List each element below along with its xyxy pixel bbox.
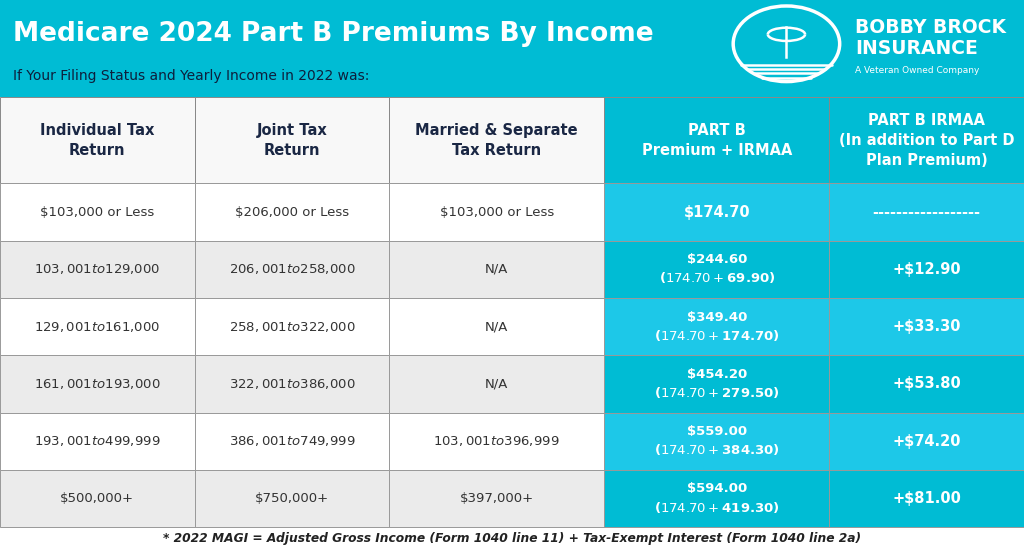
- FancyBboxPatch shape: [829, 355, 1024, 413]
- FancyBboxPatch shape: [0, 298, 195, 355]
- Text: +$12.90: +$12.90: [892, 262, 962, 277]
- FancyBboxPatch shape: [389, 241, 604, 298]
- FancyBboxPatch shape: [829, 470, 1024, 527]
- FancyBboxPatch shape: [0, 413, 195, 470]
- Text: $161,001 to $193,000: $161,001 to $193,000: [34, 377, 161, 391]
- FancyBboxPatch shape: [0, 470, 195, 527]
- FancyBboxPatch shape: [389, 298, 604, 355]
- Text: N/A: N/A: [485, 263, 508, 276]
- Text: $244.60
($174.70 + $69.90): $244.60 ($174.70 + $69.90): [658, 254, 775, 285]
- FancyBboxPatch shape: [0, 97, 195, 183]
- FancyBboxPatch shape: [829, 298, 1024, 355]
- Text: $206,000 or Less: $206,000 or Less: [234, 206, 349, 219]
- FancyBboxPatch shape: [829, 183, 1024, 241]
- FancyBboxPatch shape: [0, 241, 195, 298]
- Text: $103,000 or Less: $103,000 or Less: [40, 206, 155, 219]
- Text: $103,000 or Less: $103,000 or Less: [439, 206, 554, 219]
- Text: +$81.00: +$81.00: [892, 491, 962, 506]
- Text: +$74.20: +$74.20: [893, 434, 961, 449]
- FancyBboxPatch shape: [829, 241, 1024, 298]
- Text: Joint Tax
Return: Joint Tax Return: [256, 123, 328, 158]
- Text: $386,001 to $749,999: $386,001 to $749,999: [228, 434, 355, 448]
- FancyBboxPatch shape: [604, 470, 829, 527]
- FancyBboxPatch shape: [829, 413, 1024, 470]
- Text: N/A: N/A: [485, 320, 508, 333]
- Text: Individual Tax
Return: Individual Tax Return: [40, 123, 155, 158]
- FancyBboxPatch shape: [195, 355, 389, 413]
- Text: $454.20
($174.70 + $279.50): $454.20 ($174.70 + $279.50): [654, 368, 779, 400]
- FancyBboxPatch shape: [195, 183, 389, 241]
- Text: $559.00
($174.70 + $384.30): $559.00 ($174.70 + $384.30): [654, 425, 779, 457]
- Text: Married & Separate
Tax Return: Married & Separate Tax Return: [416, 123, 578, 158]
- FancyBboxPatch shape: [604, 413, 829, 470]
- FancyBboxPatch shape: [195, 298, 389, 355]
- Text: $750,000+: $750,000+: [255, 492, 329, 505]
- Text: N/A: N/A: [485, 378, 508, 390]
- Text: $174.70: $174.70: [683, 205, 751, 220]
- Text: $594.00
($174.70 + $419.30): $594.00 ($174.70 + $419.30): [654, 483, 779, 514]
- Text: $103,001 to $129,000: $103,001 to $129,000: [34, 262, 161, 276]
- FancyBboxPatch shape: [604, 298, 829, 355]
- FancyBboxPatch shape: [195, 97, 389, 183]
- Text: If Your Filing Status and Yearly Income in 2022 was:: If Your Filing Status and Yearly Income …: [13, 69, 370, 83]
- FancyBboxPatch shape: [0, 355, 195, 413]
- Text: ------------------: ------------------: [872, 205, 981, 220]
- FancyBboxPatch shape: [604, 183, 829, 241]
- Text: $258,001 to $322,000: $258,001 to $322,000: [228, 320, 355, 334]
- FancyBboxPatch shape: [389, 183, 604, 241]
- Text: +$33.30: +$33.30: [893, 319, 961, 334]
- Text: $129,001 to $161,000: $129,001 to $161,000: [34, 320, 161, 334]
- FancyBboxPatch shape: [389, 413, 604, 470]
- FancyBboxPatch shape: [604, 241, 829, 298]
- FancyBboxPatch shape: [829, 97, 1024, 183]
- Text: INSURANCE: INSURANCE: [855, 39, 978, 58]
- FancyBboxPatch shape: [195, 241, 389, 298]
- FancyBboxPatch shape: [389, 355, 604, 413]
- Text: * 2022 MAGI = Adjusted Gross Income (Form 1040 line 11) + Tax-Exempt Interest (F: * 2022 MAGI = Adjusted Gross Income (For…: [163, 532, 861, 545]
- FancyBboxPatch shape: [0, 0, 1024, 97]
- Text: PART B IRMAA
(In addition to Part D
Plan Premium): PART B IRMAA (In addition to Part D Plan…: [839, 113, 1015, 168]
- Text: $397,000+: $397,000+: [460, 492, 534, 505]
- FancyBboxPatch shape: [604, 97, 829, 183]
- Text: $322,001 to $386,000: $322,001 to $386,000: [228, 377, 355, 391]
- Text: $103,001 to $396,999: $103,001 to $396,999: [433, 434, 560, 448]
- FancyBboxPatch shape: [0, 183, 195, 241]
- Text: BOBBY BROCK: BOBBY BROCK: [855, 18, 1006, 37]
- FancyBboxPatch shape: [195, 413, 389, 470]
- Text: Medicare 2024 Part B Premiums By Income: Medicare 2024 Part B Premiums By Income: [13, 21, 654, 47]
- Text: PART B
Premium + IRMAA: PART B Premium + IRMAA: [642, 123, 792, 158]
- Text: $500,000+: $500,000+: [60, 492, 134, 505]
- FancyBboxPatch shape: [604, 355, 829, 413]
- Text: A Veteran Owned Company: A Veteran Owned Company: [855, 66, 979, 75]
- FancyBboxPatch shape: [195, 470, 389, 527]
- Text: $349.40
($174.70 + $174.70): $349.40 ($174.70 + $174.70): [654, 311, 779, 342]
- Text: $193,001 to $499,999: $193,001 to $499,999: [34, 434, 161, 448]
- FancyBboxPatch shape: [389, 470, 604, 527]
- Text: +$53.80: +$53.80: [892, 376, 962, 391]
- Text: $206,001 to $258,000: $206,001 to $258,000: [228, 262, 355, 276]
- FancyBboxPatch shape: [389, 97, 604, 183]
